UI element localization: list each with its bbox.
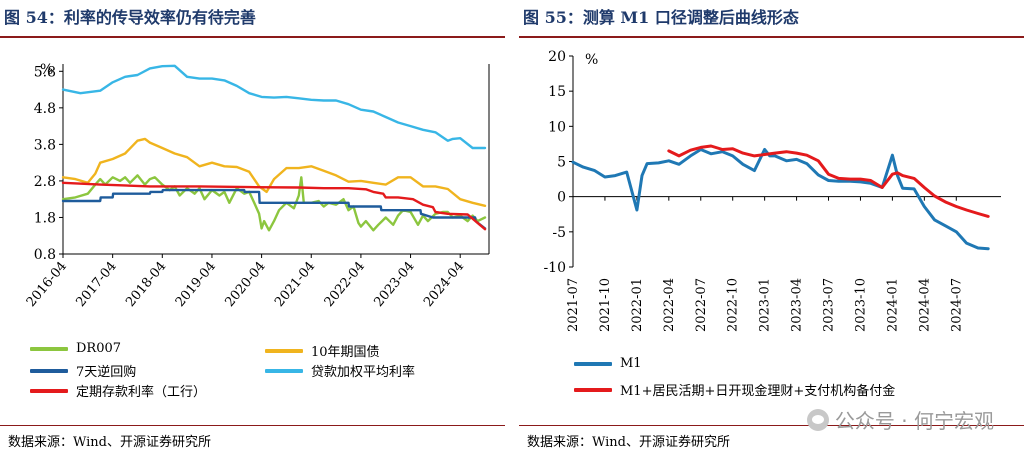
legend-label: DR007	[76, 341, 122, 356]
wechat-icon	[806, 408, 829, 431]
left-source-rule	[0, 425, 505, 426]
x-tick-label: 2022-07	[694, 278, 709, 332]
x-tick-label: 2016-04	[24, 259, 70, 310]
legend-label: M1	[620, 356, 642, 371]
x-tick-label: 2023-01	[758, 278, 773, 332]
y-tick-label: 1.8	[34, 210, 56, 226]
legend-item-loan-rate: 贷款加权平均利率	[265, 361, 415, 380]
y-axis-label: %	[40, 62, 53, 78]
x-tick-label: 2024-01	[885, 278, 900, 332]
legend-swatch	[574, 361, 612, 366]
series-line-2	[61, 174, 487, 232]
y-tick-label: 15	[548, 84, 566, 100]
x-tick-label: 2024-07	[949, 278, 964, 332]
y-axis-label: %	[585, 52, 598, 68]
legend-swatch	[30, 346, 68, 351]
left-figure-panel: 图 54：利率的传导效率仍有待完善 0.8 1.8 2.8 3.8 4.8 5.8% 201…	[0, 0, 505, 465]
right-figure-title: 图 55：测算 M1 口径调整后曲线形态	[523, 8, 799, 27]
x-tick-label: 2023-04	[790, 278, 805, 332]
series-line-4	[61, 181, 487, 231]
x-tick-label: 2019-04	[173, 259, 219, 310]
legend-swatch	[30, 368, 68, 373]
left-title-rule	[0, 36, 505, 38]
legend-item-deposit-rate: 定期存款利率（工行）	[30, 381, 206, 400]
legend-swatch	[574, 387, 612, 392]
y-tick-label: 0	[557, 190, 566, 206]
legend-label: M1+居民活期+日开现金理财+支付机构备付金	[620, 384, 896, 399]
y-tick-label: 0.8	[34, 247, 56, 263]
right-line-chart: 20 15 10 5 0 -5 -10% 2021-07 2021-10 2022-01 2022-…	[543, 49, 1001, 332]
watermark: 公众号 · 何宁宏观	[806, 405, 994, 434]
legend-label: 7天逆回购	[76, 365, 137, 380]
series-line-0	[61, 64, 487, 150]
legend-swatch	[30, 388, 68, 393]
y-tick-label: 4.8	[34, 101, 56, 117]
x-tick-label: 2023-10	[853, 278, 868, 332]
legend-label: 10年期国债	[311, 345, 380, 360]
x-tick-label: 2017-04	[73, 259, 119, 310]
legend-label: 定期存款利率（工行）	[76, 385, 207, 400]
watermark-text: 公众号 · 何宁宏观	[834, 409, 994, 433]
x-tick-label: 2023-04	[371, 259, 417, 310]
series-line-1	[667, 144, 990, 218]
x-tick-label: 2022-10	[726, 278, 741, 332]
y-tick-label: 3.8	[34, 137, 56, 153]
right-figure-panel: 图 55：测算 M1 口径调整后曲线形态 20 15 10 5 0 -5 -10% 2021-…	[519, 0, 1024, 465]
right-source-rule	[519, 425, 1024, 426]
y-tick-label: -5	[552, 225, 566, 241]
y-tick-label: 2.8	[34, 174, 56, 190]
legend-item-dr007: DR007	[30, 341, 121, 356]
legend-swatch	[265, 368, 303, 373]
series-line-0	[571, 148, 990, 251]
left-line-chart: 0.8 1.8 2.8 3.8 4.8 5.8% 2016-04 2017-04 2018-04…	[24, 62, 490, 310]
right-title-rule	[519, 36, 1024, 38]
x-tick-label: 2022-04	[322, 259, 368, 310]
x-tick-label: 2018-04	[123, 259, 169, 310]
x-tick-label: 2024-04	[917, 278, 932, 332]
left-source-note: 数据来源：Wind、开源证券研究所	[8, 435, 211, 450]
y-tick-label: 5	[557, 155, 566, 171]
x-tick-label: 2020-04	[222, 259, 268, 310]
x-tick-label: 2024-04	[421, 259, 467, 310]
y-tick-label: 20	[548, 49, 566, 65]
legend-item-m1-adjusted: M1+居民活期+日开现金理财+支付机构备付金	[574, 380, 895, 399]
x-tick-label: 2022-01	[630, 278, 645, 332]
x-tick-label: 2022-04	[662, 278, 677, 332]
legend-item-m1: M1	[574, 356, 642, 371]
x-tick-label: 2021-04	[272, 259, 318, 310]
right-source-note: 数据来源：Wind、开源证券研究所	[527, 435, 730, 450]
y-tick-label: 5.8	[34, 64, 56, 80]
y-tick-label: 10	[548, 119, 566, 135]
legend-label: 贷款加权平均利率	[311, 365, 416, 380]
legend-item-7d-repo: 7天逆回购	[30, 361, 136, 380]
legend-swatch	[265, 348, 303, 353]
x-tick-label: 2021-07	[566, 278, 581, 332]
x-tick-label: 2021-10	[598, 278, 613, 332]
y-tick-label: -10	[543, 260, 566, 276]
legend-item-10y: 10年期国债	[265, 341, 380, 360]
left-figure-title: 图 54：利率的传导效率仍有待完善	[4, 8, 256, 27]
series-line-1	[61, 137, 487, 208]
x-tick-label: 2023-07	[822, 278, 837, 332]
series-line-3	[61, 188, 487, 230]
